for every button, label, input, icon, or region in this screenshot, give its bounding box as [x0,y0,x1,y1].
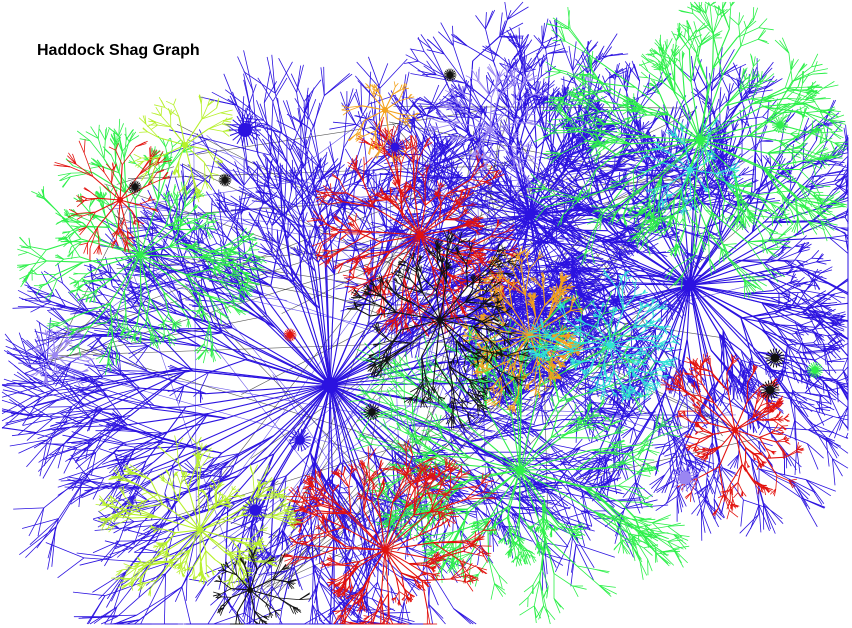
red-cluster-center [307,117,523,337]
lime-cluster-northwest-hub-node [182,142,188,148]
orange-cluster-center [460,245,585,414]
black-cluster-southwest [212,547,312,625]
black-cluster-southwest-hub-node [247,587,253,593]
red-cluster-west-hub-node [117,197,123,203]
orange-cluster-north-hub-node [382,107,388,113]
green-cluster-west-hub-node [136,251,144,259]
blue-hub-southwest-hub-node [322,377,338,393]
orange-cluster-north [341,81,420,164]
red-cluster-south-hub-node [382,547,388,553]
cyan-cluster-northeast-hub-node [687,167,693,173]
red-cluster-southeast [660,352,805,520]
red-cluster-southeast-hub-node [732,427,738,433]
red-cluster-center-hub-node [417,232,423,238]
black-cluster-center-hub-node [437,317,443,323]
graph-title: Haddock Shag Graph [37,42,200,59]
green-cluster-south-hub-node [515,465,525,475]
lavender-cluster-north-hub-node [487,127,493,133]
cyan-cluster-center [522,268,680,403]
cyan-cluster-center-hub-node [607,342,613,348]
blue-hub-north-hub-node [524,209,536,221]
red-cluster-south [281,440,497,625]
lavender-cluster-west [25,324,95,388]
lavender-cluster-north [424,62,546,199]
lime-cluster-southwest-hub-node [197,527,203,533]
green-cluster-northeast-hub-node [695,135,705,145]
green-cluster-northeast [525,1,849,299]
black-cluster-center [346,229,535,430]
cyan-cluster-northeast [638,117,741,216]
small-hub-nodes [128,68,823,523]
green-cluster-west [17,118,267,376]
lime-cluster-northwest [130,94,233,203]
lavender-cluster-west-hub-node [52,352,58,358]
